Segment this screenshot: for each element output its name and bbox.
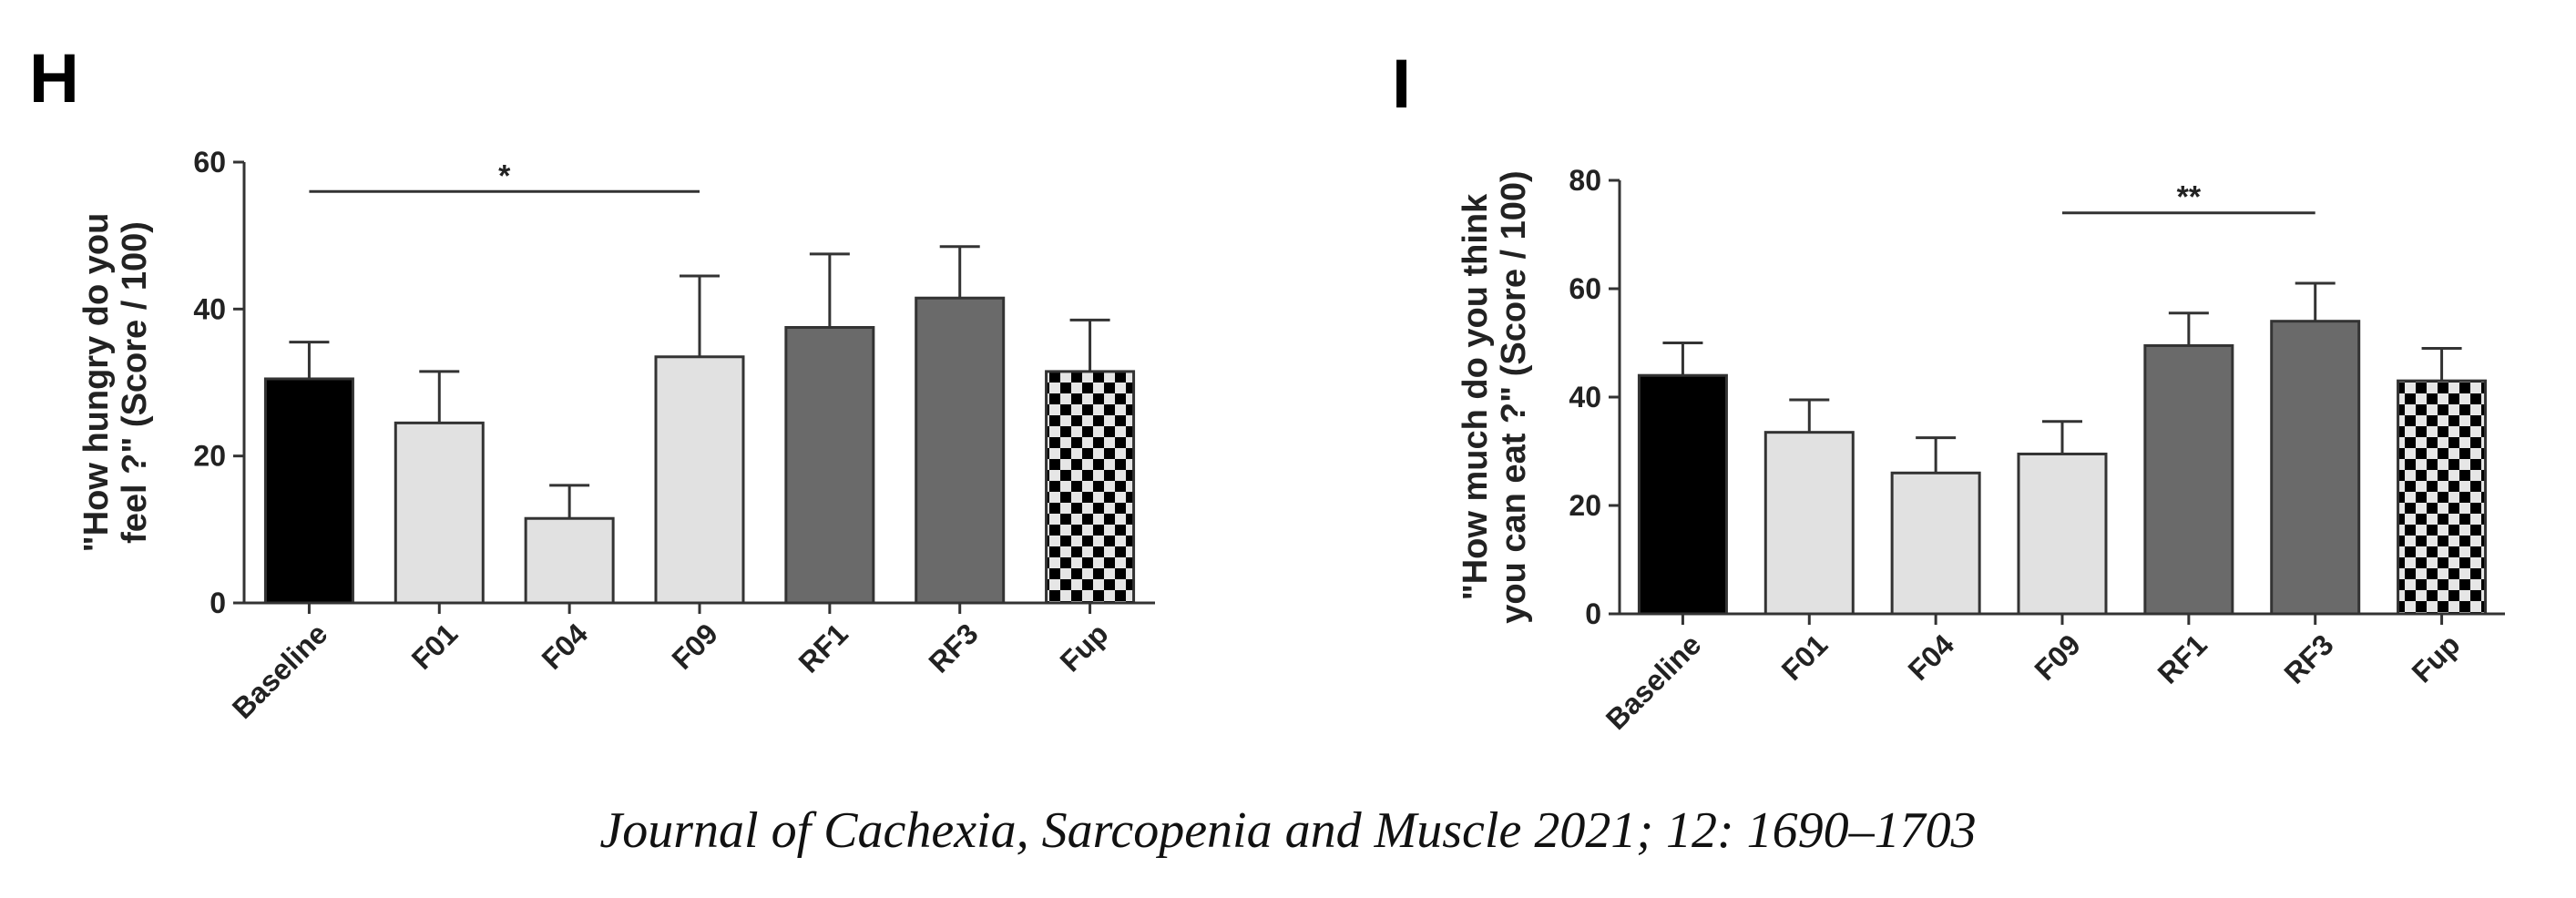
bar — [1763, 431, 1855, 616]
x-tick-label: Baseline — [1600, 628, 1708, 736]
significance-marker: * — [498, 158, 511, 193]
x-tick-label: F09 — [2029, 628, 2087, 686]
y-tick-label: 60 — [1569, 272, 1601, 305]
x-tick-label: Fup — [1054, 617, 1115, 678]
x-tick-label: F04 — [536, 617, 595, 676]
x-tick-label: RF3 — [2277, 628, 2339, 689]
x-tick-label: RF3 — [922, 617, 984, 679]
bar — [784, 326, 875, 605]
panel-letter-i: I — [1392, 46, 1411, 123]
y-tick-label: 0 — [210, 587, 226, 619]
bar — [915, 296, 1006, 605]
y-tick-label: 20 — [193, 440, 226, 473]
bar — [394, 421, 485, 605]
bar — [2397, 379, 2488, 616]
x-tick-label: Fup — [2406, 628, 2467, 689]
x-tick-label: RF1 — [2152, 628, 2213, 689]
y-tick-label: 60 — [193, 146, 226, 179]
y-tick-label: 0 — [1585, 597, 1601, 630]
bar — [2270, 320, 2361, 616]
y-axis-label: "How much do you think — [1457, 193, 1495, 600]
y-axis-label: feel ?" (Score / 100) — [116, 221, 154, 544]
bar — [1890, 471, 1981, 616]
chart-panel-h: 0 20 40 60 "How hungry do you feel ?" (Score … — [77, 146, 1155, 725]
bar — [2143, 343, 2234, 616]
x-tick-label: Baseline — [226, 617, 334, 725]
x-tick-label: RF1 — [792, 617, 854, 679]
bar — [263, 377, 354, 605]
bar — [524, 516, 615, 605]
significance-marker: ** — [2177, 180, 2202, 215]
x-tick-label: F04 — [1902, 628, 1961, 687]
x-tick-label: F01 — [405, 617, 464, 675]
bar — [1045, 370, 1136, 605]
bar — [654, 355, 745, 605]
chart-panel-i: 0 20 40 60 80 "How much do you think you can e… — [1457, 164, 2505, 736]
x-tick-label: F01 — [1775, 628, 1834, 686]
y-axis-label: "How hungry do you — [77, 213, 116, 553]
y-tick-label: 40 — [193, 292, 226, 325]
x-tick-label: F09 — [666, 617, 724, 675]
y-tick-label: 20 — [1569, 489, 1601, 522]
y-axis-label: you can eat ?" (Score / 100) — [1495, 170, 1533, 623]
panel-letter-h: H — [29, 40, 79, 117]
y-tick-label: 40 — [1569, 381, 1601, 413]
bar — [1637, 373, 1728, 616]
bar — [2017, 452, 2108, 616]
y-tick-label: 80 — [1569, 164, 1601, 197]
citation: Journal of Cachexia, Sarcopenia and Musc… — [599, 802, 1977, 859]
